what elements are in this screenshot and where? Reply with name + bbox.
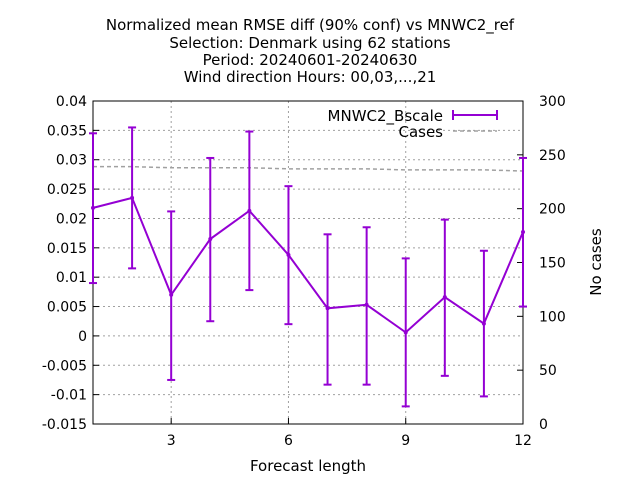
data-layer bbox=[89, 126, 527, 408]
data-point bbox=[403, 330, 408, 335]
legend-label-series-0: MNWC2_Bscale bbox=[328, 107, 443, 126]
data-point bbox=[481, 321, 486, 326]
x-tick-label: 12 bbox=[514, 433, 532, 449]
y2-tick-label: 150 bbox=[539, 256, 566, 272]
y-tick-label: 0 bbox=[78, 329, 87, 345]
y-tick-label: 0.01 bbox=[56, 270, 87, 286]
data-point bbox=[325, 306, 330, 311]
chart-subtitle-hours: Wind direction Hours: 00,03,...,21 bbox=[184, 68, 437, 86]
grid bbox=[93, 101, 523, 424]
y-tick-label: -0.015 bbox=[42, 417, 87, 433]
chart-subtitle-period: Period: 20240601-20240630 bbox=[203, 51, 418, 69]
y-tick-label: 0.04 bbox=[56, 94, 87, 110]
y2-tick-label: 100 bbox=[539, 309, 566, 325]
axes: -0.015 -0.01 -0.005 0 0.005 0.01 0.015 0.02 0.02… bbox=[42, 94, 566, 449]
y-tick-label: 0.015 bbox=[47, 241, 87, 257]
data-point bbox=[208, 237, 213, 242]
data-point bbox=[521, 229, 525, 234]
y2-tick-label: 200 bbox=[539, 202, 566, 218]
legend-label-series-1: Cases bbox=[398, 123, 443, 141]
y2-tick-label: 300 bbox=[539, 94, 566, 110]
data-point bbox=[442, 295, 447, 300]
series-mnwc2-bscale-line bbox=[92, 196, 524, 334]
y-tick-label: 0.025 bbox=[47, 182, 87, 198]
y2-axis-label: No cases bbox=[587, 228, 605, 296]
y-tick-label: -0.01 bbox=[51, 388, 87, 404]
data-point bbox=[130, 195, 135, 200]
x-tick-label: 6 bbox=[284, 433, 293, 449]
chart-subtitle-selection: Selection: Denmark using 62 stations bbox=[169, 34, 450, 52]
y2-tick-label: 250 bbox=[539, 148, 566, 164]
data-point bbox=[91, 205, 95, 210]
y-tick-label: 0.03 bbox=[56, 153, 87, 169]
y2-tick-label: 50 bbox=[539, 363, 557, 379]
series-cases-line bbox=[93, 165, 524, 172]
data-point bbox=[169, 292, 174, 297]
chart-title: Normalized mean RMSE diff (90% conf) vs … bbox=[106, 16, 515, 35]
y-tick-label: 0.005 bbox=[47, 300, 87, 316]
y-tick-label: 0.035 bbox=[47, 123, 87, 139]
x-tick-label: 9 bbox=[401, 433, 410, 449]
x-tick-label: 3 bbox=[167, 433, 176, 449]
data-point bbox=[286, 252, 291, 257]
data-point bbox=[247, 208, 252, 213]
x-axis-label: Forecast length bbox=[250, 457, 366, 475]
legend: MNWC2_Bscale Cases bbox=[328, 107, 498, 141]
y-tick-label: 0.02 bbox=[56, 211, 87, 227]
y-tick-label: -0.005 bbox=[42, 358, 87, 374]
data-point bbox=[364, 302, 369, 307]
y2-tick-label: 0 bbox=[539, 417, 548, 433]
